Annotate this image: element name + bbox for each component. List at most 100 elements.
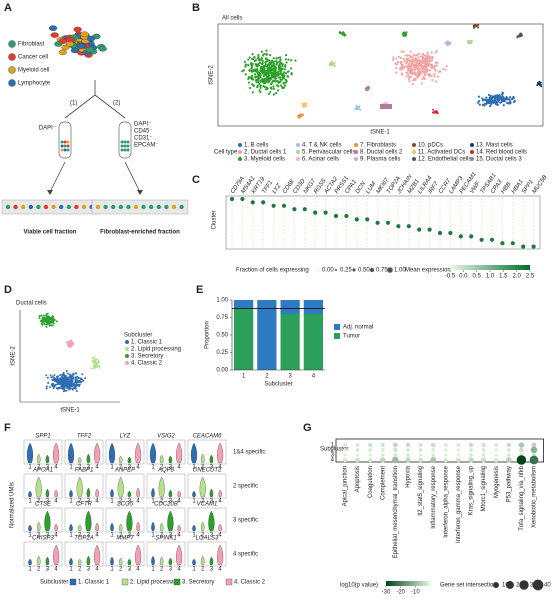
violin: [200, 521, 205, 532]
cell-point: [242, 69, 246, 72]
cell-point: [275, 59, 278, 63]
cell-point: [67, 376, 70, 379]
background-dot: [241, 242, 243, 244]
background-dot: [481, 222, 483, 224]
cell-point: [256, 71, 259, 74]
gene-label: VCAM1: [197, 502, 218, 508]
legend-swatch: [125, 340, 129, 344]
background-dot: [429, 232, 431, 234]
background-dot: [491, 218, 493, 220]
background-dot: [356, 239, 358, 241]
dot: [418, 457, 424, 463]
background-dot: [491, 201, 493, 203]
background-dot: [418, 235, 420, 237]
background-dot: [387, 215, 389, 217]
background-dot: [470, 239, 472, 241]
cell-point: [75, 381, 78, 384]
cell-point: [38, 315, 41, 318]
violin: [77, 456, 82, 464]
plot-frame: [225, 195, 541, 250]
background-dot: [491, 246, 493, 248]
branch-label: (2): [113, 101, 120, 107]
cell-point: [433, 75, 436, 78]
violin: [26, 442, 34, 464]
gene-label: SPINK1: [155, 536, 176, 542]
cell-point: [256, 64, 259, 67]
cell-point: [328, 63, 331, 66]
legend-label: 2. Lipid processing: [130, 580, 180, 586]
background-dot: [325, 198, 327, 200]
background-dot: [397, 198, 399, 200]
cell-point: [258, 82, 261, 85]
cell-point: [281, 67, 284, 71]
cell-point: [279, 80, 282, 83]
dot: [271, 203, 276, 208]
cell-point: [421, 77, 424, 81]
background-dot: [241, 235, 243, 237]
background-dot: [439, 208, 441, 210]
cell-point: [259, 69, 263, 72]
facet-frame: [105, 473, 145, 499]
background-dot: [439, 246, 441, 248]
cell-point: [487, 93, 490, 97]
cell-point: [98, 365, 101, 368]
cell-point: [267, 92, 271, 96]
cell-point: [70, 375, 73, 378]
cell-point: [417, 59, 421, 62]
dot: [355, 443, 360, 447]
violin: [190, 442, 198, 464]
background-dot: [335, 205, 337, 207]
gene-label: LUM: [365, 181, 377, 195]
cell-point: [256, 68, 259, 71]
background-dot: [439, 218, 441, 220]
background-dot: [449, 212, 451, 214]
cell-point: [423, 66, 427, 69]
cell-point: [53, 374, 56, 377]
cell-point: [409, 70, 412, 73]
violin: [94, 544, 101, 566]
size-key: [506, 581, 514, 589]
violin: [69, 557, 73, 566]
tube-cell: [126, 140, 130, 144]
dot: [342, 457, 348, 463]
background-dot: [449, 201, 451, 203]
background-dot: [252, 229, 254, 231]
x-tick-label: 4: [95, 465, 99, 471]
x-tick-label: 3: [210, 567, 214, 573]
cell-point: [423, 62, 426, 65]
cell-point: [253, 56, 256, 59]
cell-point: [75, 372, 78, 375]
violin: [209, 488, 214, 498]
cell-point: [279, 71, 282, 74]
background-dot: [460, 222, 462, 224]
cell-point: [406, 64, 410, 67]
x-tick-label: 1: [110, 567, 114, 573]
cell-icon: [80, 31, 89, 37]
cell-point: [40, 319, 43, 322]
legend-label: Adj. normal: [343, 325, 373, 331]
background-dot: [241, 232, 243, 234]
background-dot: [397, 215, 399, 217]
cell-point: [66, 378, 69, 381]
cell-point: [419, 61, 422, 64]
cell-point: [428, 74, 432, 77]
cell-point: [407, 78, 411, 81]
cell-point: [72, 382, 75, 385]
background-dot: [345, 235, 347, 237]
facet-frame: [105, 439, 145, 465]
cell-point: [49, 324, 52, 327]
dot: [521, 244, 526, 249]
background-dot: [356, 208, 358, 210]
cell-point: [278, 64, 281, 67]
background-dot: [335, 242, 337, 244]
cell-point: [45, 313, 48, 316]
cell-point: [391, 58, 395, 62]
background-dot: [418, 239, 420, 241]
legend-swatch: [412, 157, 416, 161]
cell-point: [53, 376, 56, 379]
cell-point: [425, 71, 428, 74]
y-tick-label: 0.00: [216, 368, 228, 374]
cell-point: [490, 103, 493, 106]
branch: [64, 80, 126, 119]
legend-swatch: [225, 578, 233, 586]
